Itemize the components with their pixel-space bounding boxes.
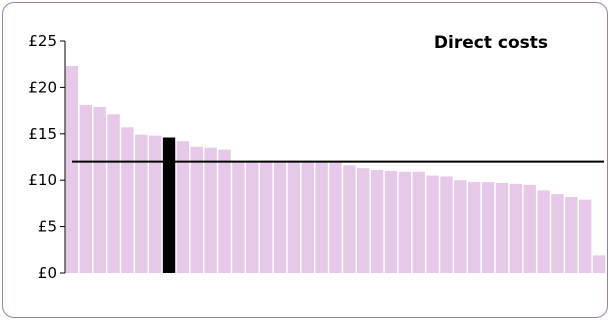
bar	[246, 161, 259, 273]
bar	[204, 147, 217, 273]
bar	[287, 161, 301, 273]
bar	[135, 134, 148, 273]
y-tick-label: £10	[28, 171, 57, 189]
bar	[398, 171, 412, 273]
bar	[468, 182, 481, 273]
bar	[565, 196, 578, 273]
bar	[454, 180, 467, 273]
bar	[315, 161, 328, 273]
bar	[148, 135, 162, 273]
bar	[481, 182, 495, 273]
bar	[121, 127, 134, 273]
bar-highlighted	[162, 137, 176, 273]
bar	[592, 255, 606, 273]
bar	[190, 146, 203, 273]
chart-title: Direct costs	[434, 33, 548, 53]
y-tick-label: £25	[28, 32, 57, 50]
y-tick-label: £15	[28, 125, 57, 143]
bar	[440, 176, 453, 273]
bar	[93, 106, 106, 273]
bar	[259, 161, 273, 273]
bar	[426, 175, 439, 273]
bar	[79, 105, 92, 273]
y-tick-label: £20	[28, 78, 57, 96]
bar	[329, 161, 342, 273]
bar	[176, 141, 190, 273]
bar	[65, 66, 79, 273]
bar	[537, 190, 550, 273]
bar	[343, 165, 356, 273]
bar	[218, 149, 231, 273]
bar	[357, 168, 370, 273]
bar	[412, 171, 425, 273]
bars-group	[65, 66, 606, 273]
bar	[232, 161, 245, 273]
bar	[495, 182, 509, 273]
y-tick-label: £0	[38, 264, 57, 282]
bar	[579, 199, 592, 273]
bar	[107, 114, 120, 273]
bar	[523, 184, 536, 273]
y-tick-labels: £0 £5 £10 £15 £20 £25	[28, 32, 57, 282]
y-axis	[60, 40, 66, 274]
bar	[384, 170, 398, 273]
bar	[370, 169, 384, 273]
bar	[273, 161, 287, 273]
bar	[509, 183, 523, 273]
bar	[301, 161, 314, 273]
bar	[551, 194, 564, 273]
y-tick-label: £5	[38, 218, 57, 236]
